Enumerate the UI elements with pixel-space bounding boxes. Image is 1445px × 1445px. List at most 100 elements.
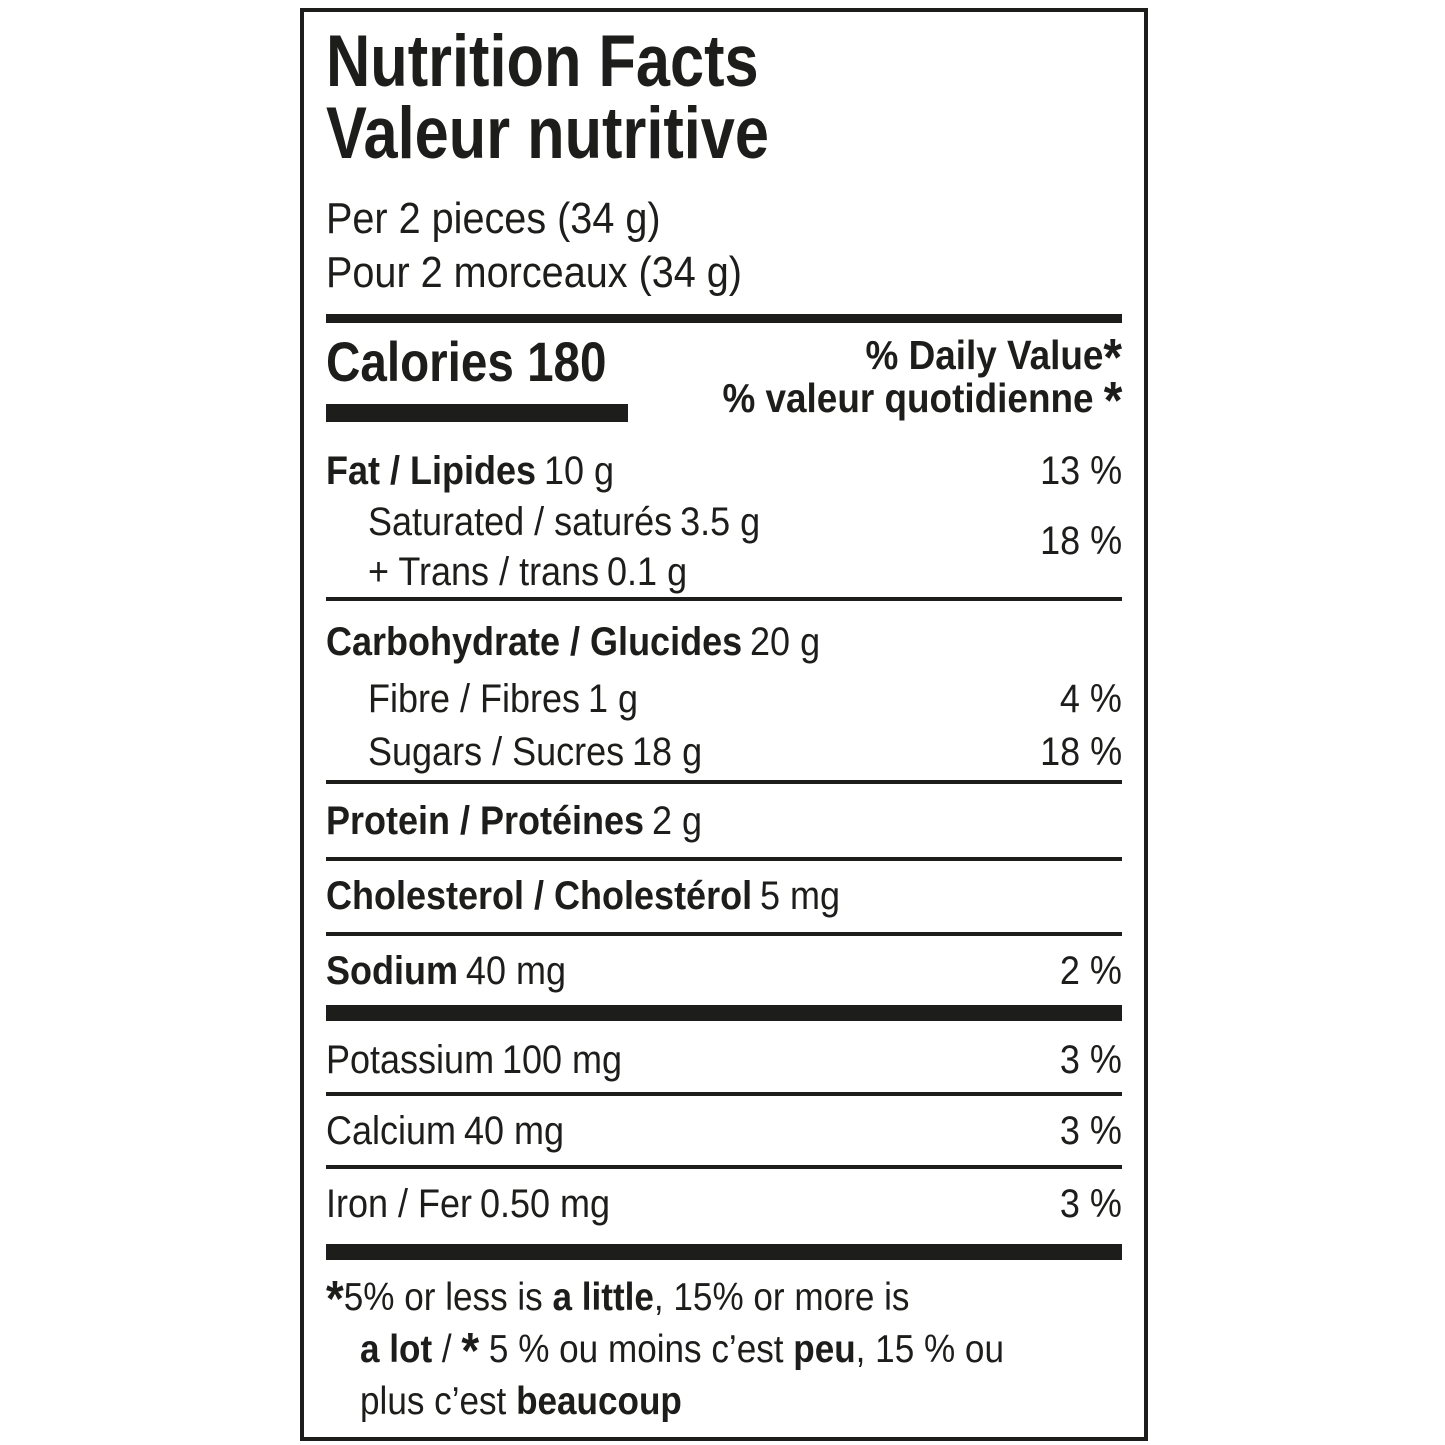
title-fr-text: Valeur nutritive [326, 93, 770, 174]
calories-block: Calories 180 [326, 334, 656, 422]
separator-sodium-thick [326, 1005, 1122, 1021]
separator-fat [326, 597, 1122, 601]
nutrition-facts-label: Nutrition Facts Valeur nutritive Per 2 p… [300, 8, 1148, 1441]
row-cholesterol: Cholesterol / Cholestérol 5 mg [326, 872, 1122, 920]
row-fat: Fat / Lipides 10 g 13 % [326, 447, 1122, 495]
saturated-trans-dv: 18 % [1039, 518, 1122, 563]
dv-header-fr-label: % valeur quotidienne [721, 375, 1104, 421]
footnote-line-2-text: a lot / * 5 % ou moins c’est peu, 15 % o… [360, 1324, 1004, 1376]
row-protein: Protein / Protéines 2 g [326, 797, 1122, 845]
dv-header-en: % Daily Value* [678, 331, 1122, 384]
sodium-dv: 2 % [1059, 949, 1122, 993]
footnote-line-1: *5% or less is a little, 15% or more is [326, 1272, 1122, 1324]
carbohydrate-name: Carbohydrate / Glucides [326, 620, 743, 664]
saturated-trans-lines: Saturated / saturés 3.5 g + Trans / trans… [326, 497, 804, 597]
footnote-a-lot: a lot [360, 1328, 433, 1371]
footnote-text: 5 % ou moins c’est [479, 1328, 794, 1371]
potassium-name-amount: Potassium 100 mg [326, 1036, 622, 1084]
footnote-line-1-text: *5% or less is a little, 15% or more is [326, 1272, 909, 1324]
separator-header [326, 314, 1122, 323]
separator-potassium [326, 1092, 1122, 1096]
separator-cholesterol [326, 932, 1122, 936]
calcium-name-amount: Calcium 40 mg [326, 1107, 564, 1155]
iron-amount: 0.50 mg [479, 1182, 611, 1226]
serving-fr-text: Pour 2 morceaux (34 g) [326, 248, 742, 297]
footnote-line-3: plus c’est beaucoup [326, 1376, 1122, 1428]
serving-fr: Pour 2 morceaux (34 g) [326, 246, 1122, 300]
sodium-amount: 40 mg [465, 949, 566, 993]
footnote-text: , 15 % ou [855, 1328, 1004, 1371]
row-sugars: Sugars / Sucres 18 g 18 % [326, 728, 1122, 776]
footnote-asterisk-fr: * [461, 1322, 480, 1380]
separator-carbohydrate [326, 780, 1122, 784]
sugars-dv: 18 % [1039, 730, 1122, 774]
footnote-peu: peu [793, 1328, 856, 1371]
fat-amount: 10 g [543, 449, 615, 493]
dv-header-fr-asterisk: * [1103, 371, 1122, 431]
row-calcium: Calcium 40 mg 3 % [326, 1107, 1122, 1155]
row-saturated-trans: Saturated / saturés 3.5 g + Trans / trans… [326, 497, 1122, 597]
separator-iron-thick [326, 1244, 1122, 1260]
title-en: Nutrition Facts [326, 21, 1122, 102]
serving-en-text: Per 2 pieces (34 g) [326, 194, 661, 243]
footnote-a-little: a little [552, 1276, 654, 1319]
iron-name-amount: Iron / Fer 0.50 mg [326, 1180, 610, 1228]
saturated-name-amount: Saturated / saturés 3.5 g [368, 497, 760, 547]
footnote-text: 5% or less is [343, 1276, 553, 1319]
protein-amount: 2 g [651, 799, 703, 843]
footnote-text: plus c’est [360, 1380, 517, 1423]
dv-header-fr-text: % valeur quotidienne * [721, 374, 1122, 427]
row-saturated: Saturated / saturés 3.5 g [368, 497, 804, 547]
row-iron: Iron / Fer 0.50 mg 3 % [326, 1180, 1122, 1228]
serving-info: Per 2 pieces (34 g) Pour 2 morceaux (34 … [326, 192, 1122, 300]
sugars-name-amount: Sugars / Sucres 18 g [368, 728, 702, 776]
fibre-amount: 1 g [587, 677, 639, 721]
saturated-amount: 3.5 g [680, 500, 761, 544]
calories-title-text: Calories 180 [326, 334, 607, 390]
cholesterol-amount: 5 mg [759, 874, 841, 918]
footnote-beaucoup: beaucoup [516, 1380, 682, 1423]
sodium-name: Sodium [326, 949, 459, 993]
cholesterol-name: Cholesterol / Cholestérol [326, 874, 753, 918]
footnote: *5% or less is a little, 15% or more is … [326, 1272, 1122, 1428]
dv-header-fr: % valeur quotidienne * [678, 374, 1122, 427]
calories-value: 180 [527, 330, 607, 393]
calcium-amount: 40 mg [463, 1109, 565, 1153]
row-carbohydrate: Carbohydrate / Glucides 20 g [326, 618, 1122, 666]
footnote-text: , 15% or more is [653, 1276, 910, 1319]
carbohydrate-amount: 20 g [750, 620, 821, 664]
daily-value-header: % Daily Value* % valeur quotidienne * [678, 331, 1122, 427]
footnote-line-3-text: plus c’est beaucoup [360, 1376, 682, 1428]
calcium-name: Calcium [326, 1109, 457, 1153]
fibre-dv: 4 % [1059, 677, 1122, 721]
trans-amount: 0.1 g [607, 550, 688, 594]
potassium-name: Potassium [326, 1038, 495, 1082]
calories-title: Calories 180 [326, 334, 656, 390]
title-fr: Valeur nutritive [326, 93, 1122, 174]
title-en-text: Nutrition Facts [326, 21, 759, 102]
calcium-dv: 3 % [1059, 1109, 1122, 1153]
protein-name: Protein / Protéines [326, 799, 645, 843]
dv-header-en-asterisk: * [1103, 328, 1122, 388]
protein-name-amount: Protein / Protéines 2 g [326, 797, 702, 845]
potassium-dv: 3 % [1059, 1038, 1122, 1082]
cholesterol-name-amount: Cholesterol / Cholestérol 5 mg [326, 872, 840, 920]
carbohydrate-name-amount: Carbohydrate / Glucides 20 g [326, 618, 820, 666]
serving-en: Per 2 pieces (34 g) [326, 192, 1122, 246]
separator-protein [326, 857, 1122, 861]
dv-header-en-text: % Daily Value* [865, 331, 1122, 384]
footnote-line-2: a lot / * 5 % ou moins c’est peu, 15 % o… [326, 1324, 1122, 1376]
row-sodium: Sodium 40 mg 2 % [326, 947, 1122, 995]
row-trans: + Trans / trans 0.1 g [368, 547, 804, 597]
fibre-name: Fibre / Fibres [368, 677, 581, 721]
saturated-name: Saturated / saturés [368, 500, 673, 544]
sodium-name-amount: Sodium 40 mg [326, 947, 566, 995]
calories-label: Calories [326, 330, 514, 393]
separator-calcium [326, 1165, 1122, 1169]
calories-section: Calories 180 % Daily Value* % valeur quo… [326, 331, 1122, 428]
iron-name: Iron / Fer [326, 1182, 473, 1226]
calories-underline [326, 404, 628, 422]
fat-dv: 13 % [1039, 449, 1122, 493]
fat-name: Fat / Lipides [326, 449, 537, 493]
footnote-text: / [432, 1328, 462, 1371]
